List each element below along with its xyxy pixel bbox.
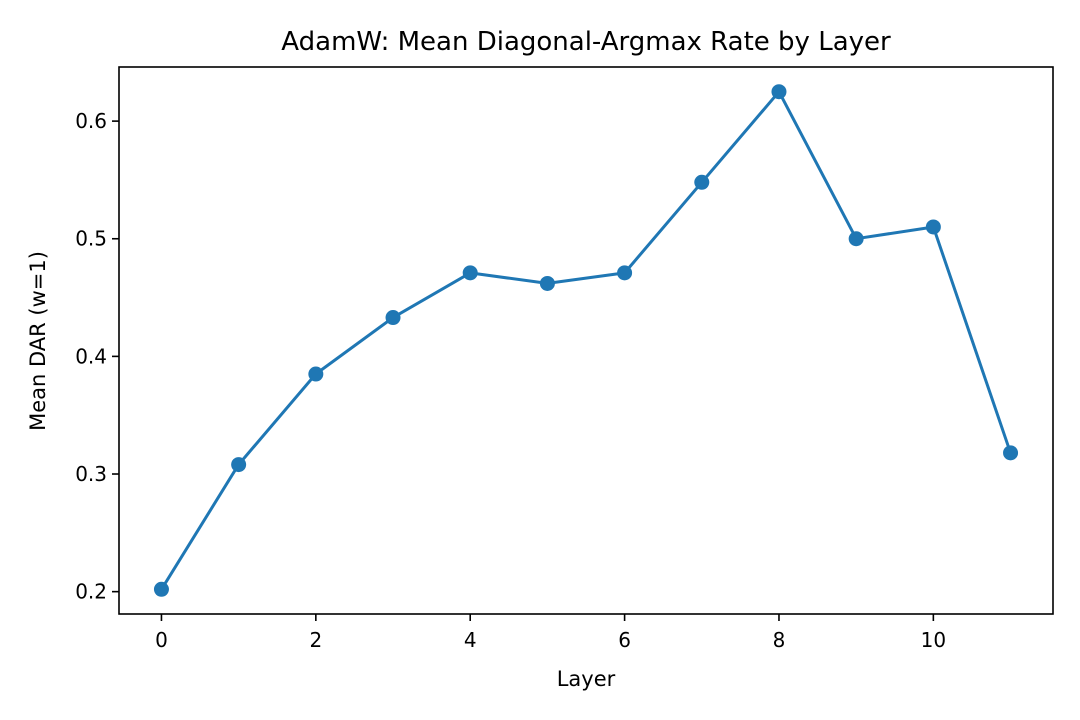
data-point [617, 265, 633, 281]
x-axis-label: Layer [557, 667, 616, 691]
data-point [771, 84, 787, 100]
data-point [848, 231, 864, 247]
y-tick-label: 0.4 [75, 344, 107, 368]
chart-title: AdamW: Mean Diagonal-Argmax Rate by Laye… [281, 27, 891, 57]
data-point [153, 581, 169, 597]
x-tick-label: 6 [618, 628, 631, 652]
x-axis: 0 2 4 6 8 10 [155, 614, 946, 652]
x-tick-label: 10 [921, 628, 946, 652]
data-point [231, 457, 247, 473]
plot-frame [118, 66, 1054, 615]
data-point [539, 275, 555, 291]
data-point [925, 219, 941, 235]
x-tick-label: 0 [155, 628, 168, 652]
x-tick-label: 2 [309, 628, 322, 652]
y-tick-label: 0.6 [75, 109, 107, 133]
data-point [694, 174, 710, 190]
y-tick-label: 0.2 [75, 580, 107, 604]
series-layer [153, 84, 1019, 597]
y-tick-label: 0.3 [75, 462, 107, 486]
data-point [462, 265, 478, 281]
y-axis: 0.2 0.3 0.4 0.5 0.6 [75, 109, 119, 604]
x-tick-label: 8 [773, 628, 786, 652]
x-tick-label: 4 [464, 628, 477, 652]
series-line [160, 90, 1012, 591]
data-point [308, 366, 324, 382]
plot-area [118, 66, 1054, 615]
data-point [385, 310, 401, 326]
y-tick-label: 0.5 [75, 227, 107, 251]
data-point [1003, 445, 1019, 461]
y-axis-label: Mean DAR (w=1) [26, 251, 50, 431]
